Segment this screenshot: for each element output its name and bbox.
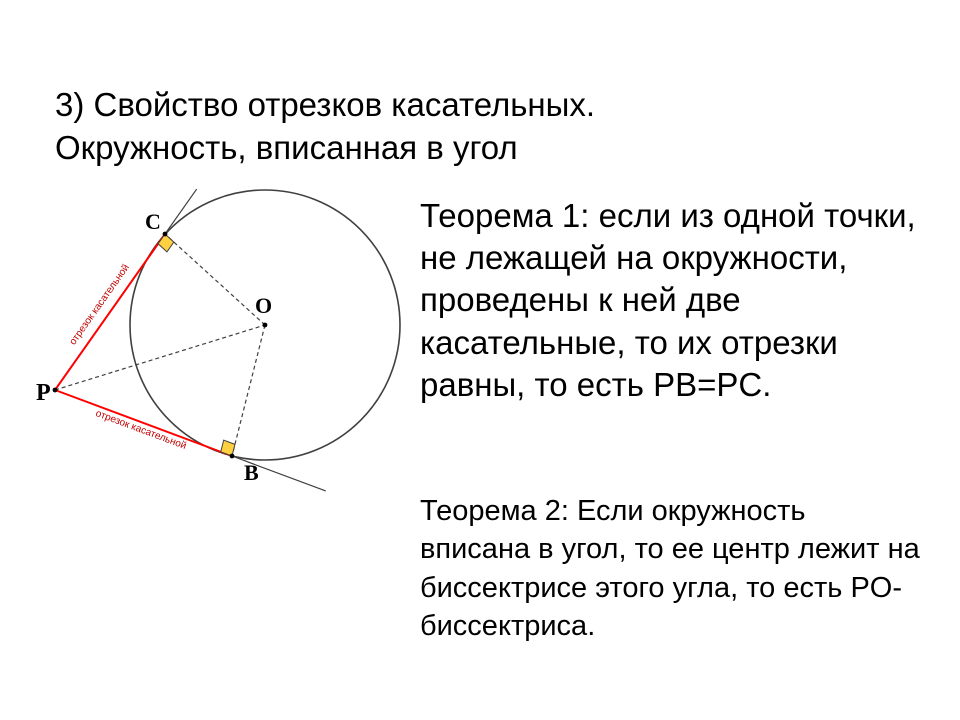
svg-text:B: B (244, 460, 259, 485)
theorem-2-text: Теорема 2: Если окружность вписана в уго… (420, 492, 920, 645)
svg-text:отрезок касательной: отрезок касательной (68, 262, 132, 347)
svg-text:P: P (36, 380, 51, 406)
figure-svg: отрезок касательной отрезок касательной O P… (30, 185, 420, 525)
svg-text:O: O (255, 293, 272, 318)
title-line-2: Окружность, вписанная в угол (55, 127, 895, 170)
svg-text:отрезок касательной: отрезок касательной (94, 408, 188, 452)
svg-text:C: C (145, 209, 161, 234)
title-line-1: 3) Свойство отрезков касательных. (55, 84, 895, 127)
title-block: 3) Свойство отрезков касательных. Окружн… (55, 84, 895, 170)
theorem-1-text: Теорема 1: если из одной точки, не лежащ… (420, 195, 920, 406)
geometry-figure: отрезок касательной отрезок касательной O P… (30, 185, 420, 525)
